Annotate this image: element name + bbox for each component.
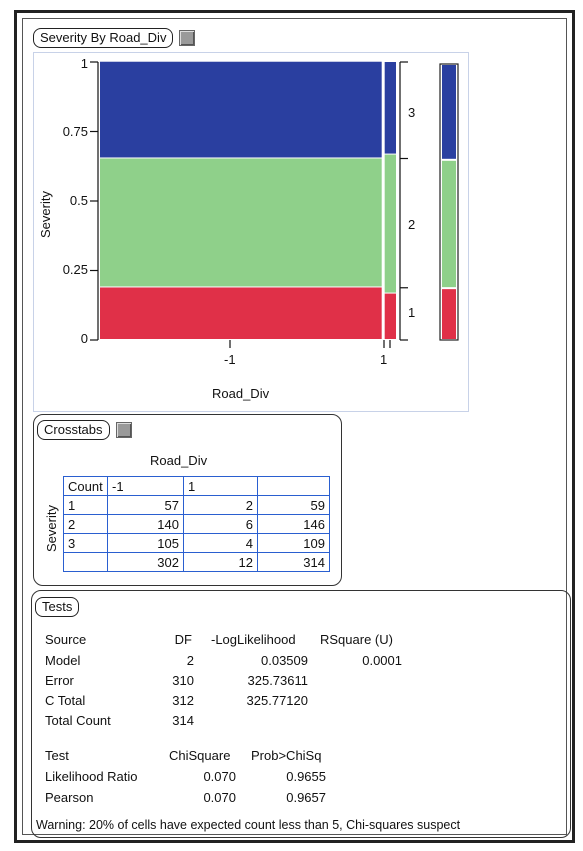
tests-test-label: Likelihood Ratio bbox=[45, 769, 138, 784]
crosstabs-row: 2 140 6 146 bbox=[63, 514, 330, 534]
tests-header-source: Source bbox=[45, 632, 87, 647]
tests-prob-value: 0.9655 bbox=[286, 769, 326, 784]
tests-df-value: 310 bbox=[172, 673, 194, 688]
crosstabs-disclosure-button[interactable] bbox=[115, 422, 132, 438]
tests-header-test: Test bbox=[45, 748, 69, 763]
crosstabs-col-header: -1 bbox=[107, 476, 184, 496]
tests-row-label: C Total bbox=[45, 693, 86, 708]
x-tick-label-1: 1 bbox=[380, 352, 388, 367]
mosaic-cell-severity-2-road-div-1 bbox=[384, 154, 396, 293]
tests-chisquare-value: 0.070 bbox=[203, 769, 236, 784]
tests-outline-toggle[interactable]: Tests bbox=[35, 597, 80, 617]
tests-row-label: Model bbox=[45, 653, 81, 668]
crosstabs-cell: 4 bbox=[183, 533, 258, 553]
mosaic-cell-severity-3-road-div--1 bbox=[100, 61, 382, 158]
crosstabs-cell: 302 bbox=[107, 552, 184, 572]
crosstabs-cell: 314 bbox=[257, 552, 330, 572]
crosstabs-cell: 6 bbox=[183, 514, 258, 534]
tests-section-header: Tests bbox=[35, 597, 80, 617]
report-inner-frame bbox=[22, 18, 567, 835]
tests-df-value: 312 bbox=[172, 693, 194, 708]
tests-df-value: 2 bbox=[186, 653, 194, 668]
tests-loglik-value: 325.77120 bbox=[246, 693, 308, 708]
level-label-1: 1 bbox=[408, 305, 416, 320]
tests-header-prob: Prob>ChiSq bbox=[251, 748, 322, 763]
crosstabs-row-variable: Severity bbox=[44, 505, 59, 552]
tests-prob-value: 0.9657 bbox=[286, 790, 326, 805]
tests-header-loglik: -LogLikelihood bbox=[211, 632, 296, 647]
crosstabs-cell: 59 bbox=[257, 495, 330, 515]
mosaic-disclosure-button[interactable] bbox=[179, 30, 196, 46]
tests-rsquare-value: 0.0001 bbox=[362, 653, 402, 668]
crosstabs-outline-toggle[interactable]: Crosstabs bbox=[37, 420, 110, 440]
y-tick-label-025: 0.25 bbox=[62, 262, 88, 277]
crosstabs-header-row: Count -1 1 bbox=[63, 476, 330, 496]
tests-row-label: Total Count bbox=[45, 713, 111, 728]
x-tick-label-minus1: -1 bbox=[224, 352, 236, 367]
crosstabs-cell: 140 bbox=[107, 514, 184, 534]
tests-df-value: 314 bbox=[172, 713, 194, 728]
tests-chisquare-value: 0.070 bbox=[203, 790, 236, 805]
tests-header-df: DF bbox=[174, 632, 192, 647]
mosaic-legend-bar bbox=[439, 63, 459, 341]
tests-header-rsquare: RSquare (U) bbox=[320, 632, 393, 647]
y-tick-label-05: 0.5 bbox=[69, 193, 88, 208]
tests-loglik-value: 325.73611 bbox=[247, 673, 309, 688]
mosaic-cell-severity-1-road-div--1 bbox=[100, 287, 382, 339]
crosstabs-row-label: 1 bbox=[63, 495, 108, 515]
crosstabs-cell: 146 bbox=[257, 514, 330, 534]
crosstabs-column-variable: Road_Div bbox=[150, 453, 208, 468]
tests-warning-text: Warning: 20% of cells have expected coun… bbox=[36, 818, 461, 832]
crosstabs-col-header: 1 bbox=[183, 476, 258, 496]
crosstabs-cell: 2 bbox=[183, 495, 258, 515]
mosaic-x-axis-label: Road_Div bbox=[212, 386, 270, 401]
crosstabs-row: 1 57 2 59 bbox=[63, 495, 330, 515]
tests-test-label: Pearson bbox=[45, 790, 94, 805]
crosstabs-corner-cell: Count bbox=[63, 476, 108, 496]
mosaic-legend-swatch-3 bbox=[442, 65, 456, 159]
mosaic-section-header: Severity By Road_Div bbox=[33, 28, 196, 48]
tests-header-chisquare: ChiSquare bbox=[169, 748, 231, 763]
mosaic-legend-swatch-1 bbox=[442, 289, 456, 339]
crosstabs-cell: 12 bbox=[183, 552, 258, 572]
crosstabs-panel bbox=[33, 414, 342, 586]
tests-panel bbox=[31, 590, 571, 838]
mosaic-plot bbox=[90, 61, 459, 348]
tests-row-label: Error bbox=[45, 673, 74, 688]
mosaic-cell-severity-3-road-div-1 bbox=[384, 62, 396, 154]
crosstabs-table: Count -1 1 1 57 2 59 2 140 6 146 3 105 4… bbox=[63, 476, 330, 572]
mosaic-outline-toggle[interactable]: Severity By Road_Div bbox=[33, 28, 174, 48]
crosstabs-row-label: 2 bbox=[63, 514, 108, 534]
tests-loglik-value: 0.03509 bbox=[261, 653, 308, 668]
y-tick-label-0: 0 bbox=[80, 331, 88, 346]
crosstabs-cell: 109 bbox=[257, 533, 330, 553]
level-label-2: 2 bbox=[408, 217, 416, 232]
crosstabs-total-row: 302 12 314 bbox=[63, 552, 330, 572]
mosaic-legend-swatch-2 bbox=[442, 160, 456, 288]
crosstabs-row-label bbox=[63, 552, 108, 572]
crosstabs-section-header: Crosstabs bbox=[37, 420, 132, 440]
crosstabs-row: 3 105 4 109 bbox=[63, 533, 330, 553]
mosaic-cell-severity-1-road-div-1 bbox=[384, 293, 396, 339]
crosstabs-cell: 57 bbox=[107, 495, 184, 515]
crosstabs-cell: 105 bbox=[107, 533, 184, 553]
mosaic-plot-frame bbox=[33, 52, 469, 412]
level-label-3: 3 bbox=[408, 105, 416, 120]
y-tick-label-075: 0.75 bbox=[62, 124, 88, 139]
y-tick-label-1: 1 bbox=[80, 56, 88, 71]
crosstabs-row-label: 3 bbox=[63, 533, 108, 553]
crosstabs-col-header bbox=[257, 476, 330, 496]
mosaic-cell-severity-2-road-div--1 bbox=[100, 158, 382, 287]
